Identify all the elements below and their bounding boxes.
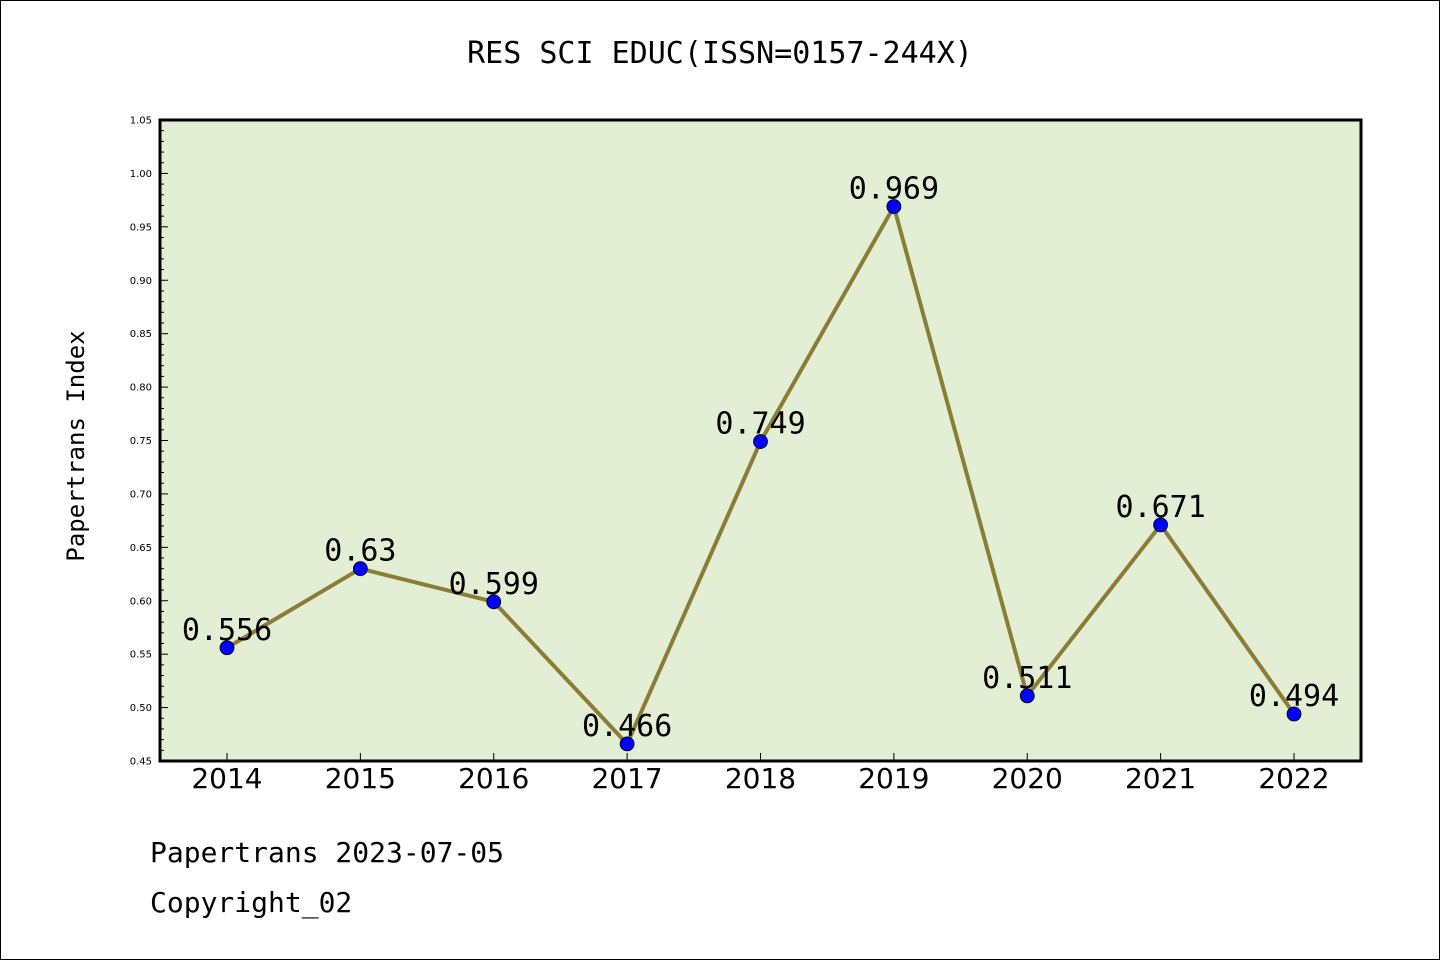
footer-date: Papertrans 2023-07-05 xyxy=(150,836,505,869)
y-tick-label: 0.80 xyxy=(130,383,152,394)
data-labels: 0.556 0.63 0.599 0.466 0.749 0.969 0.511 0.671 0… xyxy=(182,172,1339,744)
x-tick-label: 2018 xyxy=(725,762,796,795)
x-tick-label: 2014 xyxy=(191,762,262,795)
data-label: 0.749 xyxy=(715,407,805,442)
data-point xyxy=(886,199,902,214)
data-point xyxy=(619,736,635,752)
y-tick-label: 0.95 xyxy=(130,222,152,233)
y-tick-label: 0.90 xyxy=(130,276,152,287)
data-point xyxy=(1153,517,1169,533)
data-point xyxy=(352,561,368,577)
x-tick-label: 2016 xyxy=(458,762,529,795)
x-axis-ticks: 2014 2015 2016 2017 2018 2019 2020 2021 2022 xyxy=(191,753,1330,795)
y-tick-label: 1.00 xyxy=(130,169,152,180)
data-point xyxy=(1286,706,1302,722)
y-tick-label: 0.65 xyxy=(130,543,152,554)
y-tick-label: 0.60 xyxy=(130,596,152,607)
y-tick-label: 0.50 xyxy=(130,703,152,714)
data-label: 0.599 xyxy=(449,567,539,602)
plot-border xyxy=(158,118,1363,763)
data-label: 0.969 xyxy=(849,172,939,207)
data-label: 0.466 xyxy=(582,709,672,744)
data-point xyxy=(1019,688,1035,704)
data-label: 0.494 xyxy=(1249,679,1339,714)
chart-title: RES SCI EDUC(ISSN=0157-244X) xyxy=(467,36,973,71)
footer-copyright: Copyright_02 xyxy=(150,886,353,919)
data-label: 0.671 xyxy=(1115,490,1205,525)
x-tick-label: 2022 xyxy=(1258,762,1329,795)
data-points xyxy=(219,199,1302,752)
x-tick-label: 2017 xyxy=(591,762,662,795)
data-point xyxy=(753,434,768,449)
y-tick-label: 0.85 xyxy=(130,329,152,340)
x-tick-label: 2019 xyxy=(858,762,929,795)
data-point xyxy=(486,594,502,610)
data-label: 0.556 xyxy=(182,613,272,648)
x-tick-label: 2015 xyxy=(325,762,396,795)
data-label: 0.511 xyxy=(982,661,1072,696)
y-tick-label: 0.75 xyxy=(130,436,152,447)
x-tick-label: 2021 xyxy=(1125,762,1196,795)
y-tick-label: 0.55 xyxy=(130,650,152,661)
y-tick-label: 0.70 xyxy=(130,489,152,500)
x-tick-label: 2020 xyxy=(992,762,1063,795)
y-tick-label: 1.05 xyxy=(130,116,152,127)
y-tick-label: 0.45 xyxy=(130,757,152,768)
data-label: 0.63 xyxy=(324,534,396,569)
data-point xyxy=(219,640,235,656)
